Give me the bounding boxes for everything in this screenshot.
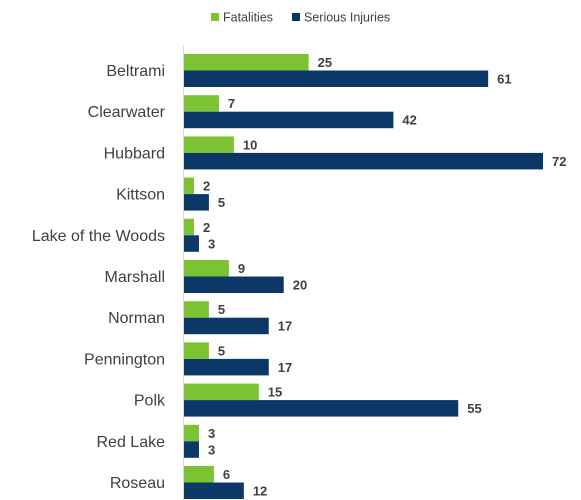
bar-fatalities-beltrami: [184, 54, 309, 71]
bar-serious-injuries-kittson: [184, 194, 209, 211]
category-label-pennington: Pennington: [84, 351, 165, 368]
category-label-roseau: Roseau: [110, 475, 165, 492]
bar-serious-injuries-norman: [184, 317, 269, 335]
category-label-marshall: Marshall: [105, 269, 165, 286]
value-label-fatalities-lake-of-the-woods: 2: [203, 220, 210, 235]
bar-fatalities-pennington: [184, 342, 209, 359]
value-label-serious-injuries-red-lake: 3: [208, 442, 215, 457]
category-label-hubbard: Hubbard: [104, 145, 165, 162]
bar-fatalities-clearwater: [184, 95, 219, 112]
category-label-lake-of-the-woods: Lake of the Woods: [32, 228, 165, 245]
category-label-beltrami: Beltrami: [106, 63, 165, 80]
bar-fatalities-marshall: [184, 260, 229, 277]
value-label-fatalities-polk: 15: [268, 385, 282, 400]
value-label-fatalities-roseau: 6: [223, 467, 230, 482]
value-label-serious-injuries-roseau: 12: [253, 484, 267, 499]
bar-serious-injuries-clearwater: [184, 111, 394, 129]
bar-serious-injuries-marshall: [184, 276, 284, 293]
category-label-polk: Polk: [134, 393, 166, 410]
category-label-kittson: Kittson: [116, 187, 165, 204]
value-label-fatalities-norman: 5: [218, 302, 225, 317]
category-label-norman: Norman: [108, 310, 165, 327]
value-label-fatalities-kittson: 2: [203, 179, 210, 194]
value-label-serious-injuries-polk: 55: [467, 401, 481, 416]
bar-fatalities-lake-of-the-woods: [184, 218, 194, 236]
bar-serious-injuries-red-lake: [184, 441, 199, 458]
legend-label-fatalities: Fatalities: [223, 11, 273, 25]
bar-serious-injuries-hubbard: [184, 152, 543, 170]
value-label-fatalities-pennington: 5: [218, 343, 225, 358]
bar-fatalities-polk: [184, 383, 259, 401]
legend-label-serious-injuries: Serious Injuries: [304, 11, 390, 25]
bar-fatalities-roseau: [184, 466, 214, 483]
value-label-serious-injuries-pennington: 17: [278, 360, 292, 375]
value-label-fatalities-clearwater: 7: [228, 96, 235, 111]
value-label-serious-injuries-lake-of-the-woods: 3: [208, 236, 215, 251]
value-label-serious-injuries-marshall: 20: [293, 278, 307, 293]
bar-fatalities-red-lake: [184, 424, 199, 442]
value-label-serious-injuries-kittson: 5: [218, 195, 225, 210]
bar-serious-injuries-pennington: [184, 358, 269, 376]
value-label-fatalities-marshall: 9: [238, 261, 245, 276]
value-label-fatalities-hubbard: 10: [243, 137, 257, 152]
legend-swatch-fatalities: [211, 13, 219, 21]
plot-area: Beltrami2561Clearwater742Hubbard1072Kitt…: [32, 54, 566, 499]
bar-serious-injuries-polk: [184, 400, 459, 417]
bar-serious-injuries-lake-of-the-woods: [184, 235, 199, 252]
bar-serious-injuries-roseau: [184, 482, 244, 499]
value-label-fatalities-red-lake: 3: [208, 426, 215, 441]
value-label-serious-injuries-norman: 17: [278, 319, 292, 334]
value-label-serious-injuries-beltrami: 61: [497, 72, 511, 87]
bar-fatalities-norman: [184, 301, 209, 318]
category-label-clearwater: Clearwater: [88, 104, 166, 121]
value-label-serious-injuries-hubbard: 72: [552, 154, 566, 169]
value-label-fatalities-beltrami: 25: [318, 55, 332, 70]
legend: Fatalities Serious Injuries: [211, 11, 390, 25]
value-label-serious-injuries-clearwater: 42: [402, 113, 416, 128]
bar-fatalities-hubbard: [184, 136, 234, 153]
legend-swatch-serious-injuries: [292, 13, 300, 21]
bar-serious-injuries-beltrami: [184, 70, 489, 87]
category-label-red-lake: Red Lake: [97, 434, 166, 451]
bar-fatalities-kittson: [184, 177, 194, 195]
